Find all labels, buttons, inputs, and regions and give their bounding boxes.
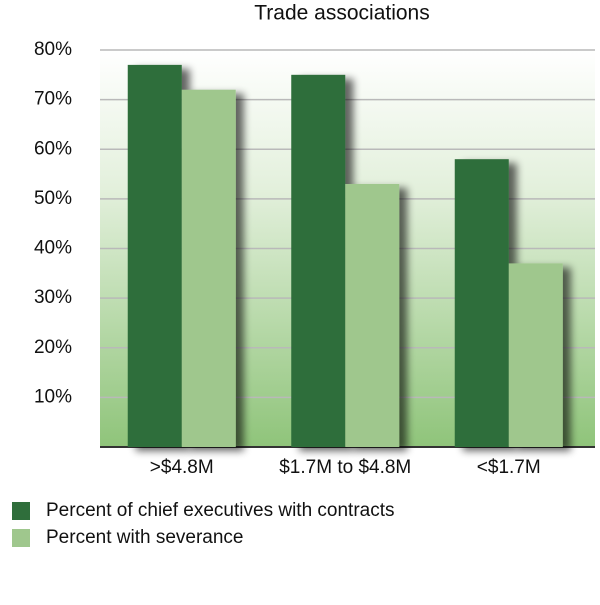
y-tick-label: 50% [34, 188, 72, 209]
chart-title: Trade associations [254, 2, 429, 25]
bar [345, 183, 400, 448]
bar [181, 89, 236, 447]
y-tick-label: 30% [34, 287, 72, 308]
y-tick-label: 80% [34, 39, 72, 60]
y-tick-label: 60% [34, 138, 72, 159]
bar [508, 263, 563, 447]
y-tick-label: 40% [34, 238, 72, 259]
bar [127, 64, 182, 447]
x-tick-label: $1.7M to $4.8M [279, 457, 411, 478]
y-tick-label: 10% [34, 386, 72, 407]
legend-label: Percent of chief executives with contrac… [46, 500, 395, 521]
y-tick-label: 70% [34, 89, 72, 110]
x-tick-label: >$4.8M [150, 457, 214, 478]
x-tick-label: <$1.7M [477, 457, 541, 478]
y-tick-label: 20% [34, 337, 72, 358]
legend-swatch [12, 502, 30, 520]
legend-swatch [12, 529, 30, 547]
bar [291, 74, 346, 447]
bar [454, 159, 509, 448]
legend-label: Percent with severance [46, 527, 244, 548]
